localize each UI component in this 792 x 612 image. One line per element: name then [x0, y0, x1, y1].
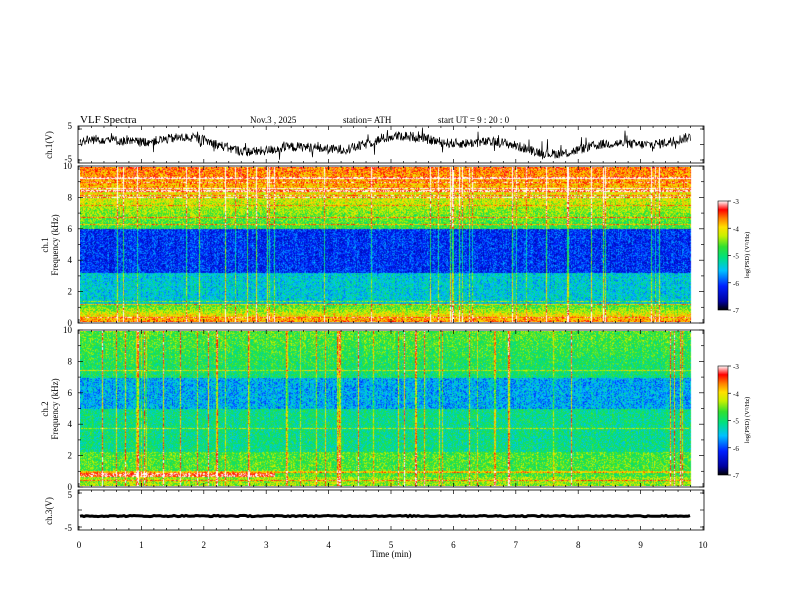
ch3-voltage-trace — [79, 513, 691, 519]
colorbar-tick-label: -4 — [733, 390, 739, 398]
frequency-tick-label: 4 — [68, 255, 73, 265]
time-tick-label: 3 — [264, 540, 269, 550]
colorbar-tick-label: -6 — [733, 280, 739, 288]
colorbar-tick-label: -4 — [733, 225, 739, 233]
frequency-tick-label: 6 — [68, 388, 73, 398]
time-tick-label: 0 — [77, 540, 82, 550]
start-time-label: start UT = 9 : 20 : 0 — [438, 115, 510, 125]
frequency-tick-label: 6 — [68, 224, 73, 234]
ch1-spectrogram-ylabel: Frequency (kHz) — [50, 214, 60, 275]
date-label: Nov.3 , 2025 — [250, 115, 297, 125]
colorbar-tick-label: -5 — [733, 253, 739, 261]
ch2-colorbar: -3 -4 -5 -6 -7 log(PSD) (V²/Hz) — [717, 363, 751, 480]
ch1-spectrogram-channel-label: ch.1 — [40, 237, 50, 252]
ch3-voltage-ylabel: ch.3(V) — [44, 497, 54, 525]
frequency-tick-label: 2 — [68, 287, 73, 297]
frequency-tick-label: 10 — [63, 325, 73, 335]
time-axis-label: Time (min) — [371, 549, 412, 559]
time-tick-label: 7 — [514, 540, 519, 550]
ch1-spectrogram-image — [80, 167, 692, 322]
ch3-voltage-ytick-bottom: -5 — [65, 523, 73, 533]
ch1-voltage-frame — [77, 125, 705, 164]
ch2-colorbar-label: log(PSD) (V²/Hz) — [744, 397, 751, 444]
time-tick-label: 2 — [202, 540, 207, 550]
time-tick-label: 8 — [576, 540, 581, 550]
colorbar-tick-label: -7 — [733, 307, 739, 315]
colorbar-tick-label: -3 — [733, 198, 739, 206]
ch2-spectrogram-ylabel: Frequency (kHz) — [50, 378, 60, 439]
time-tick-label: 10 — [699, 540, 709, 550]
ch2-spectrogram-image — [80, 331, 692, 486]
colorbar-tick-label: -5 — [733, 418, 739, 426]
ch1-colorbar-ticks: -3 -4 -5 -6 -7 — [728, 198, 739, 315]
frequency-tick-label: 4 — [68, 419, 73, 429]
ch2-spectrogram-channel-label: ch.2 — [40, 401, 50, 416]
station-label: station= ATH — [343, 115, 392, 125]
frequency-tick-label: 8 — [68, 192, 73, 202]
frequency-tick-label: 10 — [63, 161, 73, 171]
figure-title: VLF Spectra — [80, 114, 137, 126]
ch1-voltage-trace — [79, 127, 691, 160]
ch1-voltage-ytick-top: 5 — [68, 121, 73, 131]
time-tick-label: 6 — [451, 540, 456, 550]
frequency-tick-label: 2 — [68, 451, 73, 461]
ch1-colorbar-label: log(PSD) (V²/Hz) — [744, 232, 751, 279]
ch2-colorbar-scale — [717, 365, 729, 476]
time-ticks: 0 1 2 3 4 5 6 7 8 9 10 — [77, 126, 708, 550]
time-tick-label: 1 — [139, 540, 144, 550]
ch2-colorbar-ticks: -3 -4 -5 -6 -7 — [728, 363, 739, 480]
frequency-tick-label: 8 — [68, 356, 73, 366]
ch1-voltage-ylabel: ch.1(V) — [44, 131, 54, 159]
colorbar-tick-label: -7 — [733, 472, 739, 480]
frequency-tick-label: 0 — [68, 318, 73, 328]
ch1-voltage-ytick-bottom: -5 — [65, 154, 73, 164]
ch1-colorbar: -3 -4 -5 -6 -7 log(PSD) (V²/Hz) — [717, 198, 751, 315]
ch1-colorbar-scale — [717, 200, 729, 311]
frequency-tick-label: 0 — [68, 482, 73, 492]
time-tick-label: 4 — [326, 540, 331, 550]
ch3-voltage-frame — [77, 489, 705, 531]
time-tick-label: 5 — [389, 540, 394, 550]
colorbar-tick-label: -6 — [733, 445, 739, 453]
time-tick-label: 9 — [638, 540, 643, 550]
ch3-voltage-ytick-top: 5 — [68, 490, 73, 500]
colorbar-tick-label: -3 — [733, 363, 739, 371]
